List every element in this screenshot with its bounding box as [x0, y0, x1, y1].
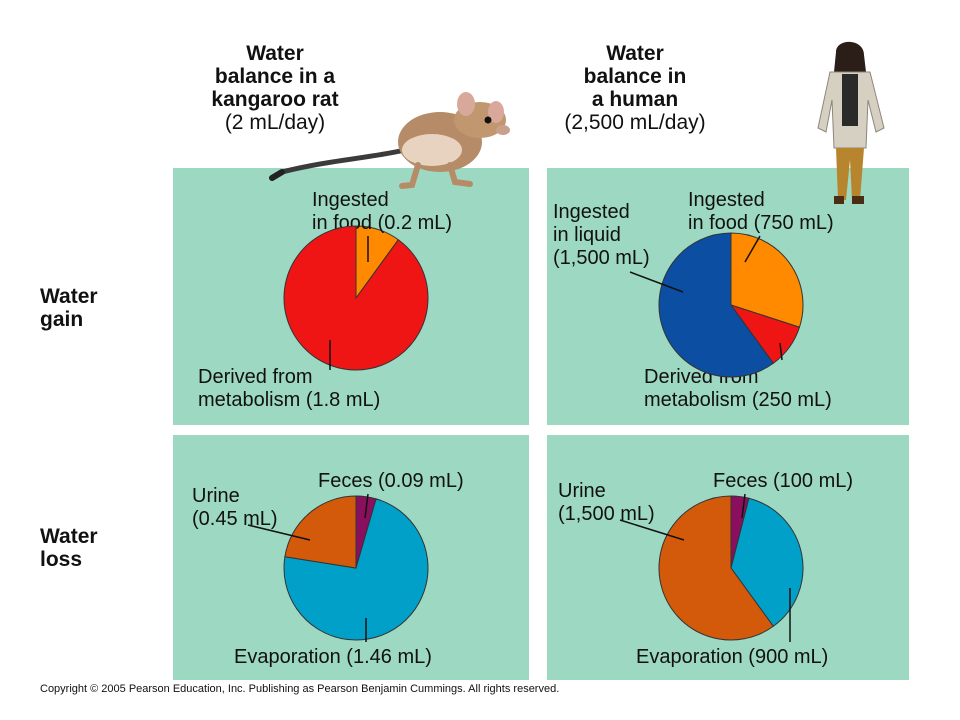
leader-line: [364, 493, 369, 519]
slice-label: Ingested in food (750 mL): [688, 189, 834, 234]
slice-label: Ingested in liquid (1,500 mL): [553, 201, 650, 269]
pie-slice-urine: [284, 495, 357, 569]
slice-label: Feces (0.09 mL): [318, 470, 464, 492]
row-header-gain: Water gain: [40, 285, 98, 331]
human-column-header: Water balance in a human (2,500 mL/day): [520, 42, 750, 134]
slice-label: Urine (0.45 mL): [192, 485, 278, 530]
leader-line: [619, 519, 685, 541]
pie-chart-human-loss: Feces (100 mL) Evaporation (900 mL) Urine(…: [558, 470, 853, 668]
kangaroo-rat-illustration: [269, 92, 510, 189]
leader-line: [741, 493, 746, 519]
slice-label: Evaporation (900 mL): [636, 646, 828, 668]
human-rate: (2,500 mL/day): [564, 111, 706, 134]
leader-line: [629, 271, 684, 293]
pie-chart-rat-gain: Ingested in food (0.2 mL) Derived from meta…: [198, 189, 452, 411]
slice-label: Ingested in food (0.2 mL): [312, 189, 452, 234]
leader-line: [247, 524, 311, 541]
rat-title-line-2: balance in a: [214, 65, 336, 88]
slice-label: Derived from metabolism (1.8 mL): [198, 366, 380, 411]
slice-label: Derived from metabolism (250 mL): [644, 366, 832, 411]
pie-slice-evaporation: [283, 498, 429, 641]
row-header-loss: Water loss: [40, 525, 98, 571]
human-illustration: [817, 41, 885, 204]
leader-line: [779, 342, 783, 361]
human-title-line-3: a human: [591, 88, 679, 111]
pie-slice-evaporation: [730, 497, 804, 627]
rat-column-header: Water balance in a kangaroo rat (2 mL/da…: [160, 42, 390, 134]
gain-line-1: Water: [40, 285, 98, 308]
copyright-notice: Copyright © 2005 Pearson Education, Inc.…: [40, 683, 560, 695]
pie-slice-ingested-in-liquid: [658, 232, 775, 378]
gain-line-2: gain: [40, 308, 84, 331]
slice-label: Evaporation (1.46 mL): [234, 646, 432, 668]
pie-slice-derived-from-metabolism: [283, 225, 429, 371]
human-title-line-2: balance in: [583, 65, 687, 88]
pie-chart-rat-loss: Feces (0.09 mL) Evaporation (1.46 mL) Urin…: [192, 470, 464, 668]
loss-line-2: loss: [40, 548, 83, 571]
slice-label: Feces (100 mL): [713, 470, 853, 492]
pie-slice-urine: [658, 495, 775, 641]
loss-line-1: Water: [40, 525, 98, 548]
rat-title-line-3: kangaroo rat: [211, 88, 339, 111]
rat-rate: (2 mL/day): [224, 111, 326, 134]
rat-title-line-1: Water: [246, 42, 304, 65]
human-title-line-1: Water: [606, 42, 664, 65]
slice-label: Urine (1,500 mL): [558, 480, 655, 525]
pie-chart-human-gain: Ingested in food (750 mL) Derived from meta…: [553, 189, 834, 411]
leader-line: [744, 235, 761, 263]
